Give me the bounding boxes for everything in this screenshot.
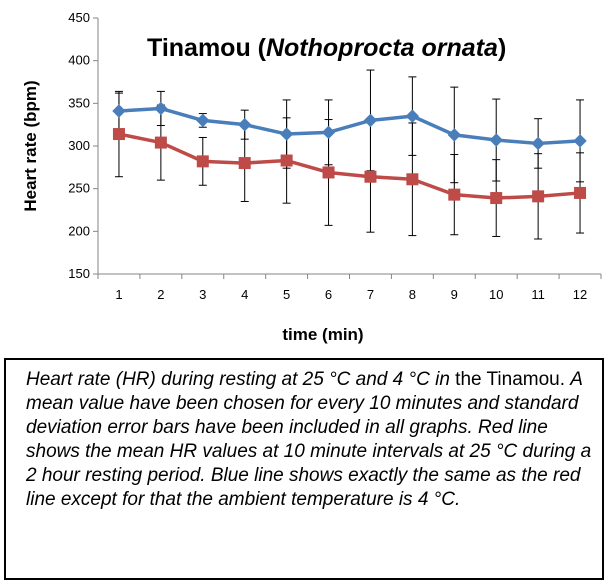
x-axis-label: time (min) — [282, 325, 363, 344]
y-tick-label: 150 — [68, 266, 90, 281]
x-tick-label: 1 — [115, 287, 122, 302]
chart-title: Tinamou (Nothoprocta ornata) — [147, 34, 506, 62]
x-tick-label: 5 — [283, 287, 290, 302]
x-tick-label: 7 — [367, 287, 374, 302]
data-point-series-1 — [112, 104, 126, 118]
x-tick-label: 4 — [241, 287, 248, 302]
figure-caption: Heart rate (HR) during resting at 25 °C … — [4, 358, 604, 580]
data-point-series-2 — [196, 155, 209, 168]
y-tick-label: 300 — [68, 138, 90, 153]
data-point-series-1 — [447, 128, 461, 142]
data-point-series-2 — [322, 166, 335, 179]
data-point-series-2 — [154, 136, 167, 149]
data-point-series-1 — [573, 134, 587, 148]
chart-container: Tinamou (Nothoprocta ornata) time (min) … — [21, 10, 602, 344]
y-tick-label: 350 — [68, 95, 90, 110]
data-point-series-2 — [280, 154, 293, 167]
data-point-series-1 — [363, 113, 378, 128]
caption-part-2: in — [435, 369, 456, 390]
data-point-series-2 — [574, 186, 587, 199]
chart-title-main: Tinamou ( — [147, 34, 267, 62]
chart-title-species: Nothoprocta ornata — [266, 34, 498, 62]
data-point-series-2 — [490, 192, 503, 205]
data-point-series-2 — [238, 157, 251, 170]
y-tick-label: 400 — [68, 53, 90, 68]
data-point-series-2 — [364, 170, 377, 183]
series-line-2 — [118, 132, 581, 200]
y-axis-label: Heart rate (bpm) — [21, 80, 40, 211]
x-tick-label: 12 — [573, 287, 587, 302]
data-point-series-1 — [489, 133, 503, 147]
data-point-series-2 — [112, 128, 125, 141]
x-tick-label: 11 — [531, 287, 545, 302]
data-point-series-2 — [448, 188, 461, 201]
data-point-series-1 — [405, 109, 420, 123]
data-point-series-1 — [154, 101, 168, 116]
data-point-series-1 — [196, 113, 210, 128]
data-point-series-1 — [531, 136, 545, 151]
data-point-series-1 — [321, 125, 336, 140]
x-tick-label: 10 — [489, 287, 503, 302]
x-tick-label: 2 — [157, 287, 164, 302]
x-tick-label: 3 — [199, 287, 206, 302]
chart-title-end: ) — [498, 34, 506, 62]
heart-rate-chart: Tinamou (Nothoprocta ornata) time (min) … — [21, 10, 602, 344]
data-point-series-1 — [238, 117, 252, 132]
caption-part-3: the Tinamou. — [455, 369, 571, 390]
y-tick-label: 200 — [68, 223, 90, 238]
data-point-series-2 — [406, 173, 419, 186]
y-tick-label: 250 — [68, 181, 90, 196]
y-tick-label: 450 — [68, 10, 90, 25]
data-point-series-2 — [532, 190, 545, 203]
data-point-series-1 — [279, 127, 294, 141]
caption-part-1: Heart rate (HR) during resting at 25 °C … — [26, 369, 436, 390]
caption-part-4: A mean value have been chosen for every … — [26, 369, 592, 510]
x-tick-label: 6 — [325, 287, 332, 302]
x-tick-label: 9 — [451, 287, 458, 302]
x-tick-label: 8 — [409, 287, 416, 302]
series-line-1 — [118, 106, 581, 146]
